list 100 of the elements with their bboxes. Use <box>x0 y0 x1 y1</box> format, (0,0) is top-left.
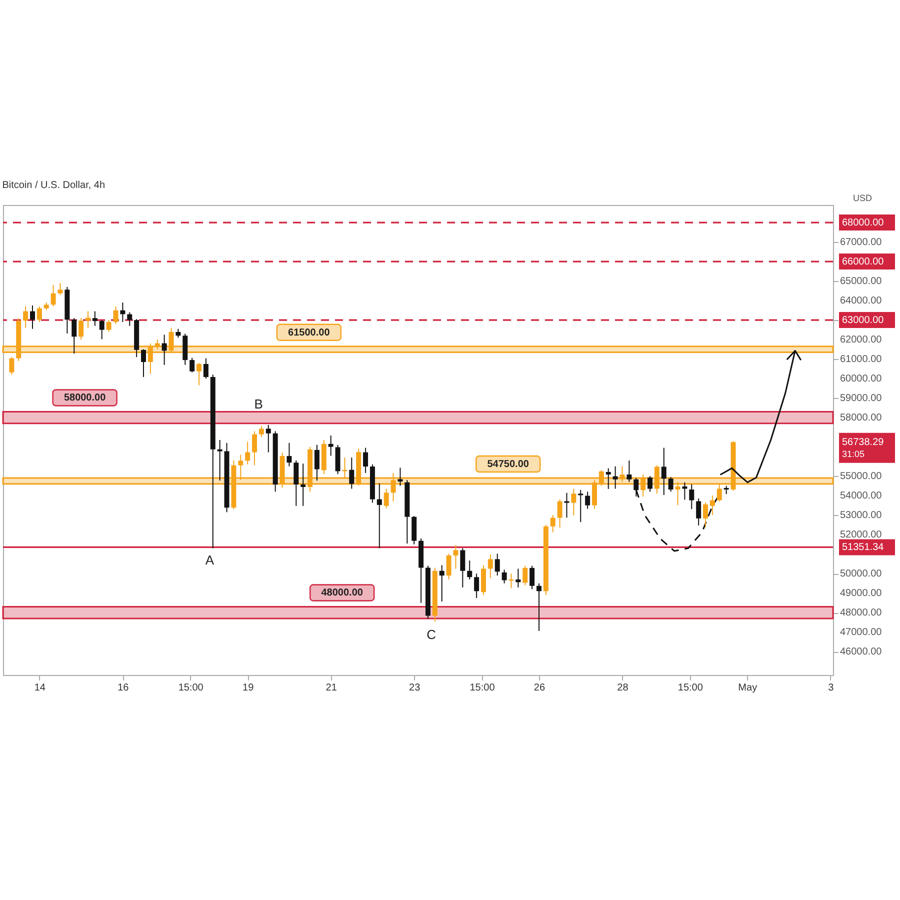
candlestick <box>710 495 715 516</box>
candlestick <box>335 444 340 475</box>
candlestick <box>141 348 146 378</box>
y-tick-label: 54000.00 <box>840 490 882 502</box>
band-label: 61500.00 <box>288 327 330 338</box>
candlestick <box>550 514 556 533</box>
candlestick <box>689 484 694 510</box>
candlestick <box>120 302 126 323</box>
candlestick <box>203 358 208 380</box>
ref-line-label: 66000.00 <box>842 256 884 268</box>
y-tick-label: 53000.00 <box>840 510 882 522</box>
candlestick <box>592 479 597 510</box>
candlestick <box>258 425 264 438</box>
candlestick <box>620 466 625 482</box>
candlestick <box>286 442 292 467</box>
ref-line-label: 51351.34 <box>842 542 884 554</box>
x-tick-label: 26 <box>534 682 546 694</box>
candlestick <box>30 304 35 330</box>
candlestick <box>460 548 466 588</box>
candlestick <box>571 488 576 516</box>
candlestick <box>398 467 403 486</box>
candlestick <box>536 582 542 632</box>
y-tick-label: 55000.00 <box>840 471 882 482</box>
x-tick-label: 14 <box>34 682 46 694</box>
candlestick <box>412 516 417 545</box>
candlestick <box>190 357 195 373</box>
y-tick-label: 46000.00 <box>840 646 882 658</box>
candlestick <box>648 476 652 492</box>
candlestick <box>162 334 167 366</box>
candlestick <box>488 554 493 579</box>
candlestick <box>106 320 112 332</box>
ref-line-label: 63000.00 <box>842 315 884 326</box>
candlestick <box>92 310 98 326</box>
candlestick <box>314 444 320 482</box>
candlestick <box>675 481 680 506</box>
annotation: C <box>426 627 436 642</box>
x-tick-label: 28 <box>617 682 629 694</box>
candlestick <box>23 306 28 328</box>
candlestick <box>148 342 153 374</box>
candlestick <box>349 457 354 490</box>
candlestick <box>85 310 90 328</box>
y-tick-label: 60000.00 <box>840 374 882 385</box>
candlestick <box>606 468 611 490</box>
candlestick <box>245 441 250 465</box>
y-tick-label: 52000.00 <box>840 530 882 541</box>
y-tick-label: 47000.00 <box>840 627 882 638</box>
candlestick <box>564 492 570 518</box>
candlestick <box>72 318 77 354</box>
y-tick-label: 65000.00 <box>840 276 882 288</box>
candlestick <box>58 282 63 296</box>
candlestick <box>640 474 646 498</box>
candlestick <box>294 460 299 506</box>
candlestick <box>516 568 521 588</box>
candlestick <box>446 553 452 580</box>
band-label: 58000.00 <box>64 392 106 404</box>
candlestick <box>196 362 202 386</box>
candlestick <box>154 339 160 350</box>
annotation: B <box>254 396 263 412</box>
y-tick-label: 62000.00 <box>840 334 882 346</box>
text: 31:05 <box>842 448 865 459</box>
candlestick <box>585 491 590 510</box>
candlestick <box>439 564 444 602</box>
band-label: 54750.00 <box>487 459 530 470</box>
text: 56738.29 <box>842 436 884 448</box>
candlestick <box>557 498 562 528</box>
y-tick-label: 59000.00 <box>840 393 882 404</box>
candlestick <box>682 482 688 500</box>
candlestick <box>113 306 118 324</box>
candlestick <box>238 454 244 480</box>
chart-title: Bitcoin / U.S. Dollar, 4h <box>2 180 106 191</box>
candlestick <box>474 573 480 598</box>
candlestick <box>530 565 535 590</box>
candlestick <box>502 569 507 584</box>
y-tick-label: 50000.00 <box>840 568 882 580</box>
candlestick <box>703 502 708 528</box>
candlestick <box>384 488 389 509</box>
x-tick-label: 15:00 <box>470 682 496 694</box>
x-tick-label: 3 <box>828 682 834 694</box>
candlestick <box>217 440 222 482</box>
candlestick <box>522 565 528 586</box>
candlestick <box>578 489 584 523</box>
y-tick-label: 58000.00 <box>840 412 882 424</box>
candlestick <box>661 447 666 496</box>
candlestick <box>376 482 382 549</box>
x-tick-label: 19 <box>242 682 254 694</box>
y-tick-label: 49000.00 <box>840 588 882 600</box>
x-tick-label: 15:00 <box>678 682 704 694</box>
x-tick-label: 16 <box>118 682 130 694</box>
candlestick <box>467 560 472 580</box>
candlestick <box>598 470 604 486</box>
candlestick <box>363 447 368 474</box>
candlestick <box>328 435 334 456</box>
candlestick <box>300 463 306 506</box>
candlestick <box>99 320 104 340</box>
candlestick <box>50 284 56 307</box>
y-tick-label: 67000.00 <box>840 237 882 248</box>
candlestick <box>127 312 132 326</box>
candlestick <box>390 472 396 502</box>
candlestick <box>480 564 486 596</box>
candlestick <box>266 424 271 453</box>
